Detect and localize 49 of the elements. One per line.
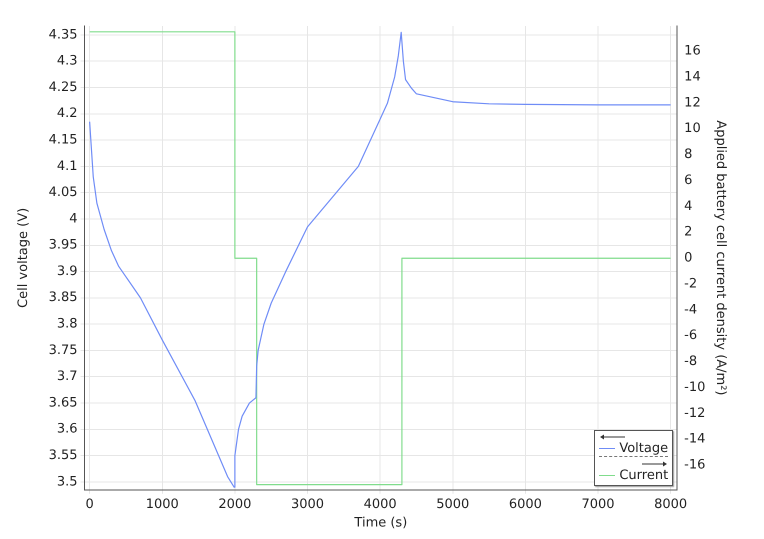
- y2-tick-label: 8: [684, 147, 692, 162]
- y-tick-label: 3.5: [56, 474, 78, 490]
- y2-tick-label: -6: [684, 328, 698, 344]
- y2-tick-label: -10: [684, 380, 706, 395]
- legend-label: Current: [619, 468, 668, 483]
- y2-tick-label: -16: [684, 458, 706, 473]
- y2-tick-label: 4: [684, 198, 692, 214]
- y-tick-label: 4.05: [48, 185, 78, 200]
- x-tick-label: 5000: [436, 496, 470, 512]
- y-tick-label: 4.1: [56, 158, 78, 174]
- y-tick-label: 4.15: [48, 132, 78, 148]
- y-tick-label: 3.65: [48, 395, 78, 410]
- y2-tick-label: 16: [684, 44, 701, 59]
- y2-tick-label: -14: [684, 432, 706, 447]
- y-tick-label: 3.8: [56, 316, 78, 332]
- y2-tick-label: -8: [684, 354, 698, 370]
- y-tick-label: 4.3: [56, 54, 78, 69]
- y2-tick-label: 0: [684, 250, 692, 266]
- y-tick-label: 3.6: [56, 422, 78, 437]
- x-axis-title: Time (s): [353, 516, 408, 531]
- y-tick-label: 4.25: [48, 80, 78, 95]
- y-tick-label: 3.85: [48, 290, 78, 306]
- y2-tick-label: 10: [684, 121, 701, 136]
- y-tick-label: 4.35: [48, 27, 78, 42]
- y2-tick-label: 14: [684, 69, 701, 84]
- y2-tick-label: -12: [684, 406, 706, 421]
- x-tick-label: 3000: [290, 496, 324, 512]
- x-tick-label: 2000: [218, 496, 252, 512]
- y-tick-label: 3.55: [48, 448, 78, 463]
- x-tick-label: 6000: [508, 496, 542, 512]
- y-tick-label: 3.95: [48, 238, 78, 253]
- y2-tick-label: -2: [684, 276, 698, 292]
- y2-tick-label: 12: [684, 95, 701, 110]
- y-tick-label: 3.75: [48, 342, 78, 358]
- y2-tick-label: 2: [684, 224, 692, 240]
- x-tick-label: 7000: [581, 496, 615, 512]
- x-tick-label: 4000: [364, 496, 397, 512]
- y-tick-label: 4.2: [56, 106, 78, 122]
- y-tick-label: 3.7: [56, 369, 78, 384]
- x-tick-label: 8000: [654, 496, 688, 512]
- y2-axis-title: Applied battery cell current density (A/m²): [712, 120, 728, 396]
- x-tick-label: 0: [85, 496, 94, 512]
- y2-tick-label: -4: [684, 302, 698, 318]
- legend-label: Voltage: [619, 440, 668, 456]
- y-tick-label: 4: [69, 211, 78, 226]
- x-tick-label: 1000: [146, 496, 179, 512]
- y-axis-title: Cell voltage (V): [16, 208, 32, 308]
- y-tick-label: 3.9: [56, 264, 78, 279]
- y2-tick-label: 6: [684, 172, 692, 188]
